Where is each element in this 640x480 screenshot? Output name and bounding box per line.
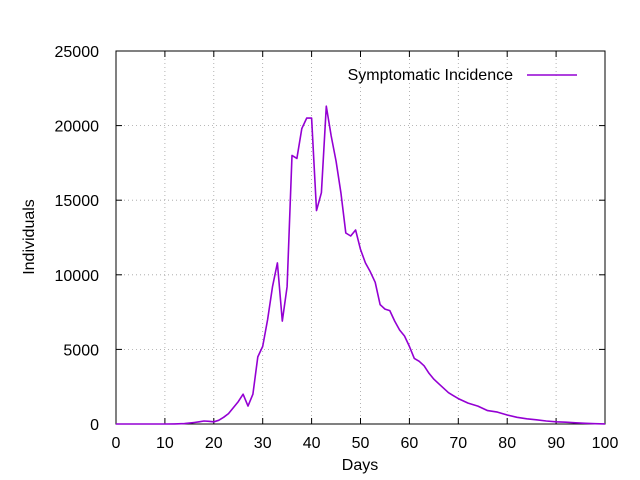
y-tick-label: 10000 <box>55 268 100 285</box>
x-tick-label: 20 <box>205 435 223 452</box>
grid <box>116 51 605 424</box>
x-tick-label: 0 <box>112 435 121 452</box>
x-tick-label: 10 <box>156 435 174 452</box>
legend-label: Symptomatic Incidence <box>348 67 514 84</box>
legend: Symptomatic Incidence <box>348 67 577 84</box>
x-tick-label: 40 <box>303 435 321 452</box>
series-line-symptomatic-incidence <box>116 105 606 425</box>
x-tick-label: 70 <box>449 435 467 452</box>
y-tick-label: 0 <box>90 417 99 434</box>
x-tick-label: 80 <box>498 435 516 452</box>
y-axis-label: Individuals <box>21 199 38 275</box>
y-tick-label: 15000 <box>55 193 100 210</box>
x-tick-label: 90 <box>547 435 565 452</box>
axis-ticks <box>115 50 606 425</box>
x-tick-label: 30 <box>254 435 272 452</box>
y-tick-label: 25000 <box>55 44 100 61</box>
x-tick-label: 50 <box>352 435 370 452</box>
tick-labels: 0 10 20 30 40 50 60 70 80 90 100 0 5000 10000 15000 200… <box>55 44 619 452</box>
y-tick-label: 5000 <box>63 342 99 359</box>
y-tick-label: 20000 <box>55 119 100 136</box>
x-tick-label: 60 <box>401 435 419 452</box>
x-axis-label: Days <box>342 457 378 474</box>
x-tick-label: 100 <box>592 435 619 452</box>
